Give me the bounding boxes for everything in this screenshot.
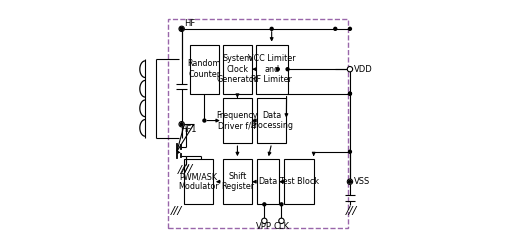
Circle shape xyxy=(348,27,352,30)
Text: System
Clock
Generator: System Clock Generator xyxy=(217,54,258,84)
Circle shape xyxy=(277,68,279,71)
Circle shape xyxy=(348,92,352,95)
Text: ///: /// xyxy=(181,164,193,174)
Text: Data: Data xyxy=(259,177,278,186)
Circle shape xyxy=(286,68,289,71)
Text: Random
Counter: Random Counter xyxy=(188,60,221,79)
Bar xyxy=(223,45,252,94)
Circle shape xyxy=(347,66,353,72)
Text: HF1: HF1 xyxy=(180,125,197,135)
Circle shape xyxy=(203,119,206,122)
Text: Test Block: Test Block xyxy=(279,177,319,186)
Circle shape xyxy=(348,92,352,95)
Circle shape xyxy=(348,180,352,183)
Circle shape xyxy=(347,179,353,184)
Text: VCC Limiter
and
RF Limiter: VCC Limiter and RF Limiter xyxy=(248,54,296,84)
Text: HF: HF xyxy=(185,19,196,28)
Circle shape xyxy=(179,122,185,127)
Bar xyxy=(257,159,279,204)
Text: Frequency
Driver f/4: Frequency Driver f/4 xyxy=(217,111,258,130)
Bar xyxy=(256,45,287,94)
Bar xyxy=(168,19,347,228)
Bar xyxy=(257,98,286,143)
Bar xyxy=(223,98,252,143)
Bar xyxy=(223,159,252,204)
Bar xyxy=(284,159,314,204)
Circle shape xyxy=(280,203,283,206)
Circle shape xyxy=(180,123,183,126)
Text: ///: /// xyxy=(171,206,182,215)
Text: Data
Processing: Data Processing xyxy=(250,111,293,130)
Text: CLK: CLK xyxy=(273,222,289,231)
Text: ///: /// xyxy=(346,206,358,216)
Circle shape xyxy=(279,218,284,224)
Text: PWM/ASK
Modulator: PWM/ASK Modulator xyxy=(178,172,218,191)
Circle shape xyxy=(179,26,185,31)
Circle shape xyxy=(180,27,183,30)
Circle shape xyxy=(270,27,273,30)
Text: ///: /// xyxy=(177,165,189,175)
Text: VPP: VPP xyxy=(256,222,272,231)
Circle shape xyxy=(262,218,267,224)
Bar xyxy=(190,45,219,94)
Circle shape xyxy=(334,27,337,30)
Circle shape xyxy=(348,150,352,153)
Text: VSS: VSS xyxy=(354,177,370,186)
Text: VDD: VDD xyxy=(354,65,372,74)
Text: Shift
Register: Shift Register xyxy=(221,172,254,191)
Circle shape xyxy=(263,203,266,206)
Bar xyxy=(183,159,213,204)
Circle shape xyxy=(180,27,183,30)
